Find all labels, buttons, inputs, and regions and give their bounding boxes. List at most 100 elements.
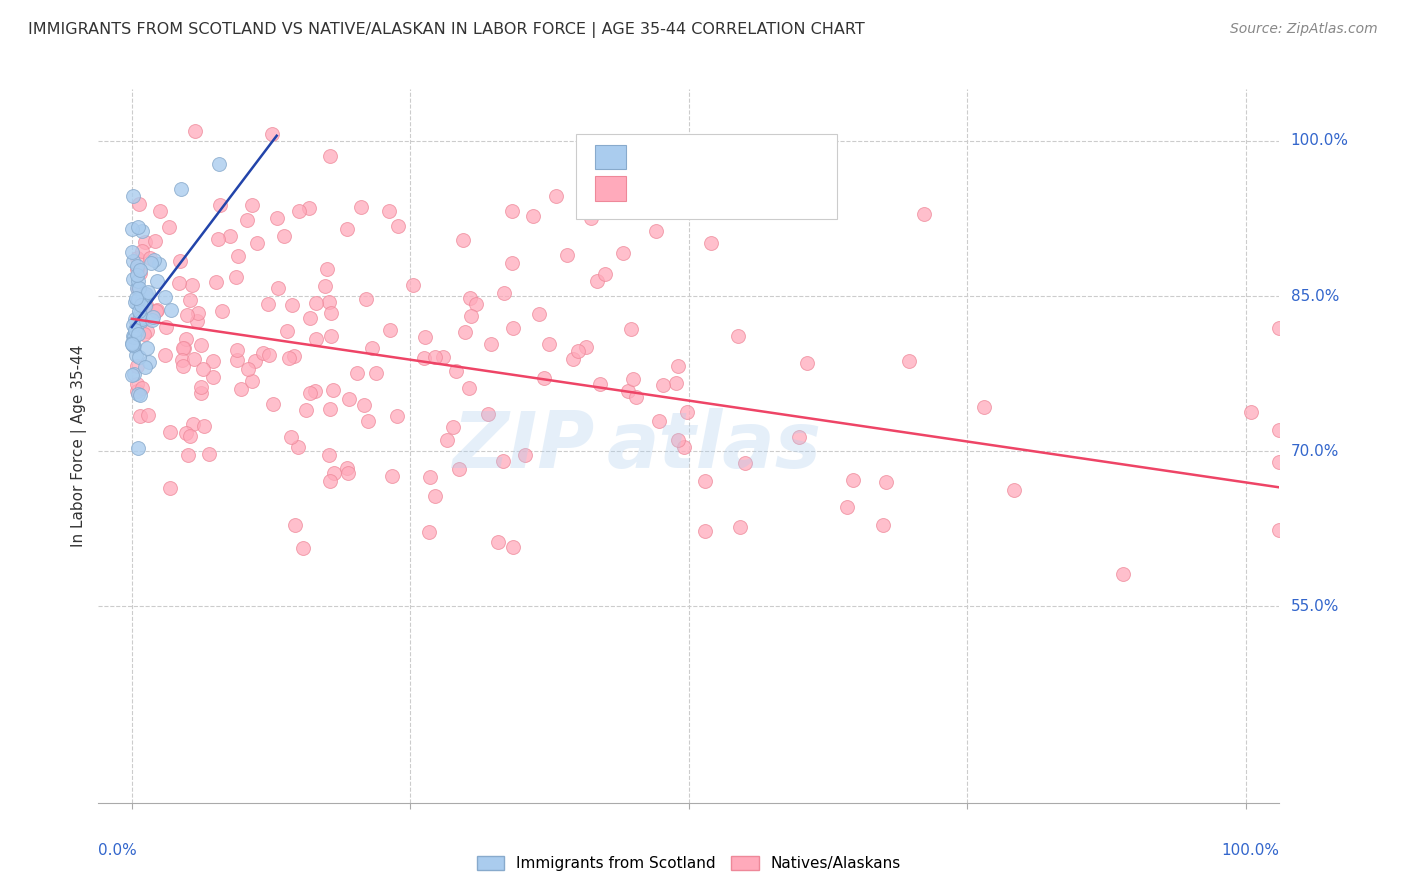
Point bbox=[366, 366, 388, 380]
Point bbox=[1268, 321, 1291, 335]
Point bbox=[127, 219, 149, 234]
Point bbox=[121, 336, 143, 351]
Point bbox=[337, 392, 360, 406]
Point bbox=[169, 254, 191, 268]
Point bbox=[337, 467, 360, 481]
Point bbox=[127, 376, 149, 391]
Point bbox=[912, 207, 935, 221]
Point bbox=[1112, 566, 1135, 581]
Point bbox=[314, 279, 336, 293]
Point bbox=[973, 400, 995, 414]
Point bbox=[357, 414, 380, 428]
Point bbox=[460, 309, 482, 323]
Point bbox=[555, 248, 578, 262]
Point bbox=[336, 461, 359, 475]
Point bbox=[479, 337, 502, 351]
Point bbox=[533, 371, 555, 385]
Point bbox=[122, 327, 145, 342]
Point bbox=[131, 224, 153, 238]
Point bbox=[246, 236, 269, 251]
Point bbox=[280, 430, 302, 444]
Point bbox=[122, 272, 145, 286]
Point bbox=[124, 323, 146, 337]
Point bbox=[257, 348, 280, 362]
Point bbox=[225, 270, 247, 285]
Point bbox=[288, 204, 311, 219]
Point bbox=[612, 245, 634, 260]
Point bbox=[127, 268, 149, 283]
Point bbox=[354, 292, 377, 306]
Point bbox=[187, 306, 209, 320]
Text: N =: N = bbox=[724, 150, 755, 164]
Text: R =: R = bbox=[631, 181, 661, 195]
Point bbox=[419, 469, 441, 483]
Point bbox=[181, 417, 204, 432]
Point bbox=[378, 204, 401, 219]
Point bbox=[131, 244, 153, 259]
Point bbox=[124, 295, 146, 310]
Text: 61: 61 bbox=[763, 150, 786, 164]
Point bbox=[225, 343, 247, 357]
Point bbox=[319, 401, 342, 416]
Point bbox=[127, 274, 149, 288]
Point bbox=[201, 353, 224, 368]
Point bbox=[676, 405, 699, 419]
Text: 85.0%: 85.0% bbox=[1291, 288, 1339, 303]
Point bbox=[666, 359, 689, 374]
Point bbox=[177, 448, 200, 462]
Point bbox=[1002, 483, 1025, 497]
Point bbox=[262, 397, 284, 411]
Point bbox=[127, 327, 149, 342]
Y-axis label: In Labor Force | Age 35-44: In Labor Force | Age 35-44 bbox=[72, 345, 87, 547]
Point bbox=[134, 299, 156, 313]
Point bbox=[318, 149, 340, 163]
Point bbox=[128, 197, 150, 211]
Point bbox=[574, 340, 596, 354]
Point bbox=[145, 304, 167, 318]
Point bbox=[138, 409, 160, 423]
Point bbox=[458, 381, 481, 395]
Point bbox=[624, 390, 647, 404]
Point bbox=[727, 328, 749, 343]
Point bbox=[128, 388, 150, 402]
Point bbox=[135, 325, 157, 339]
Point bbox=[385, 409, 408, 424]
Point bbox=[125, 320, 148, 334]
Point bbox=[453, 325, 475, 339]
Point bbox=[176, 308, 198, 322]
Point bbox=[835, 500, 858, 515]
Point bbox=[121, 245, 143, 260]
Point bbox=[451, 233, 474, 247]
Point bbox=[155, 290, 177, 304]
Point bbox=[266, 211, 288, 225]
Text: 198: 198 bbox=[763, 181, 797, 195]
Text: 55.0%: 55.0% bbox=[1291, 599, 1339, 614]
Point bbox=[207, 231, 229, 245]
Point bbox=[284, 517, 307, 532]
Text: 0.304: 0.304 bbox=[671, 150, 721, 164]
Point bbox=[672, 440, 695, 454]
Point bbox=[131, 312, 153, 326]
Point bbox=[321, 305, 343, 319]
Point bbox=[183, 352, 205, 367]
Point bbox=[287, 440, 309, 454]
Point bbox=[527, 307, 550, 321]
Point bbox=[728, 520, 751, 534]
Point bbox=[294, 403, 316, 417]
Point bbox=[322, 384, 344, 398]
Point bbox=[361, 341, 384, 355]
Point bbox=[236, 213, 259, 227]
Point bbox=[501, 203, 523, 218]
Point bbox=[124, 368, 146, 382]
Point bbox=[734, 456, 756, 470]
Point bbox=[277, 351, 299, 365]
Point bbox=[381, 468, 404, 483]
Point bbox=[796, 356, 818, 370]
Point bbox=[562, 351, 585, 366]
Point bbox=[666, 433, 689, 447]
Point bbox=[136, 285, 159, 299]
Point bbox=[380, 323, 402, 337]
Point bbox=[236, 362, 259, 376]
Point bbox=[135, 290, 157, 304]
Point bbox=[159, 302, 181, 317]
